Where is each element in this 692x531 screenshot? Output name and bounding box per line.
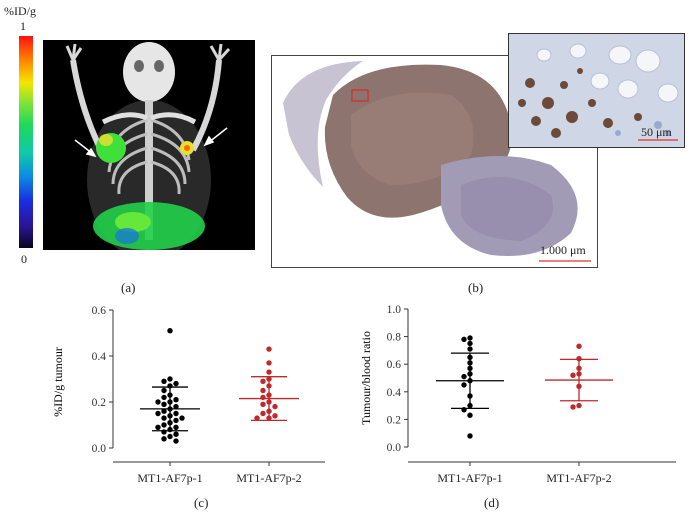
- data-point: [467, 346, 473, 352]
- data-point: [161, 436, 167, 442]
- tissue-strip: [283, 61, 363, 187]
- data-point: [173, 403, 179, 410]
- data-point: [161, 415, 167, 421]
- data-point: [467, 335, 473, 341]
- data-point: [260, 387, 266, 394]
- pet-ct-mouse-image: [43, 40, 255, 250]
- stained-cells: [518, 68, 642, 138]
- left-arm: [70, 59, 104, 152]
- y-tick-label: 0.4: [92, 351, 107, 363]
- y-tick-label: 0.2: [92, 397, 107, 409]
- data-point: [167, 433, 173, 440]
- data-point: [173, 397, 179, 403]
- data-point: [161, 401, 167, 407]
- data-point: [173, 438, 179, 444]
- data-point: [155, 424, 161, 430]
- histology-slide-image: [271, 55, 598, 268]
- spine: [145, 100, 153, 240]
- y-tick-label: 0.4: [387, 387, 402, 399]
- x-tick-label: MT1-AF7p-2: [236, 471, 301, 485]
- data-point: [260, 410, 266, 417]
- data-point: [576, 402, 582, 409]
- y-axis-label: Tumour/blood ratio: [359, 331, 373, 425]
- scalebar-inset-label: 50 μm: [641, 125, 672, 139]
- y-tick-label: 1.0: [387, 304, 402, 316]
- colorbar-unit-label: %ID/g: [4, 4, 36, 18]
- data-point: [161, 429, 167, 435]
- y-tick-label: 0.0: [387, 442, 402, 454]
- tumour-arrows: [74, 127, 228, 158]
- data-point: [173, 380, 179, 387]
- panel-label-b: (b): [468, 280, 484, 295]
- y-tick-label: 0.0: [92, 443, 107, 455]
- data-point: [161, 394, 167, 401]
- data-point: [260, 401, 266, 407]
- data-point: [461, 373, 467, 380]
- scalebar-main-label: 1.000 μm: [540, 243, 586, 257]
- y-tick-label: 0.8: [387, 332, 402, 344]
- data-point: [570, 404, 576, 410]
- colorbar: [19, 36, 33, 248]
- chart-d: Tumour/blood ratio 0.0 0.2 0.4 0.6 0.8 1.0 MT1…: [359, 304, 676, 485]
- data-point: [570, 372, 576, 378]
- data-point: [167, 376, 173, 382]
- y-tick-label: 0.6: [387, 359, 402, 371]
- y-axis-label: %ID/g tumour: [51, 347, 65, 417]
- data-point: [467, 433, 473, 439]
- data-point: [179, 415, 185, 421]
- x-tick-label: MT1-AF7p-1: [437, 471, 502, 485]
- data-point: [461, 336, 467, 343]
- inset-region-marker: [351, 89, 369, 102]
- data-point: [467, 340, 473, 347]
- data-point: [173, 431, 179, 437]
- skull: [123, 42, 175, 102]
- x-tick-label: MT1-AF7p-2: [546, 471, 611, 485]
- panel-label-c: (c): [194, 495, 209, 510]
- data-point: [266, 346, 272, 352]
- data-point: [173, 410, 179, 417]
- data-point: [254, 415, 260, 421]
- data-point: [467, 412, 473, 418]
- y-tick-label: 0.6: [92, 305, 107, 317]
- data-point: [161, 378, 167, 384]
- colorbar-max-label: 1: [20, 19, 26, 33]
- panel-label-d: (d): [484, 495, 500, 510]
- colorbar-min-label: 0: [21, 252, 27, 266]
- data-point: [461, 382, 467, 388]
- data-point: [167, 328, 173, 334]
- data-point: [576, 343, 582, 349]
- data-point: [266, 360, 272, 366]
- data-point: [272, 413, 278, 419]
- data-point: [155, 399, 161, 405]
- y-tick-label: 0.2: [387, 414, 402, 426]
- chart-c: %ID/g tumour 0.0 0.2 0.4 0.6 MT1-AF7p-1 MT1-A…: [51, 305, 325, 485]
- data-point: [260, 378, 266, 384]
- data-point: [576, 355, 582, 362]
- data-point: [272, 403, 278, 410]
- data-point: [173, 417, 179, 424]
- data-point: [161, 422, 167, 428]
- right-arm: [190, 59, 222, 152]
- adipocytes: [536, 43, 679, 103]
- data-point: [173, 424, 179, 430]
- histology-inset-image: [508, 33, 685, 148]
- data-point: [155, 410, 161, 417]
- data-point: [266, 369, 272, 375]
- x-tick-label: MT1-AF7p-1: [137, 471, 202, 485]
- data-point: [260, 394, 266, 401]
- data-point: [161, 408, 167, 414]
- data-point: [161, 387, 167, 394]
- panel-label-a: (a): [121, 280, 136, 295]
- paws: [65, 43, 231, 62]
